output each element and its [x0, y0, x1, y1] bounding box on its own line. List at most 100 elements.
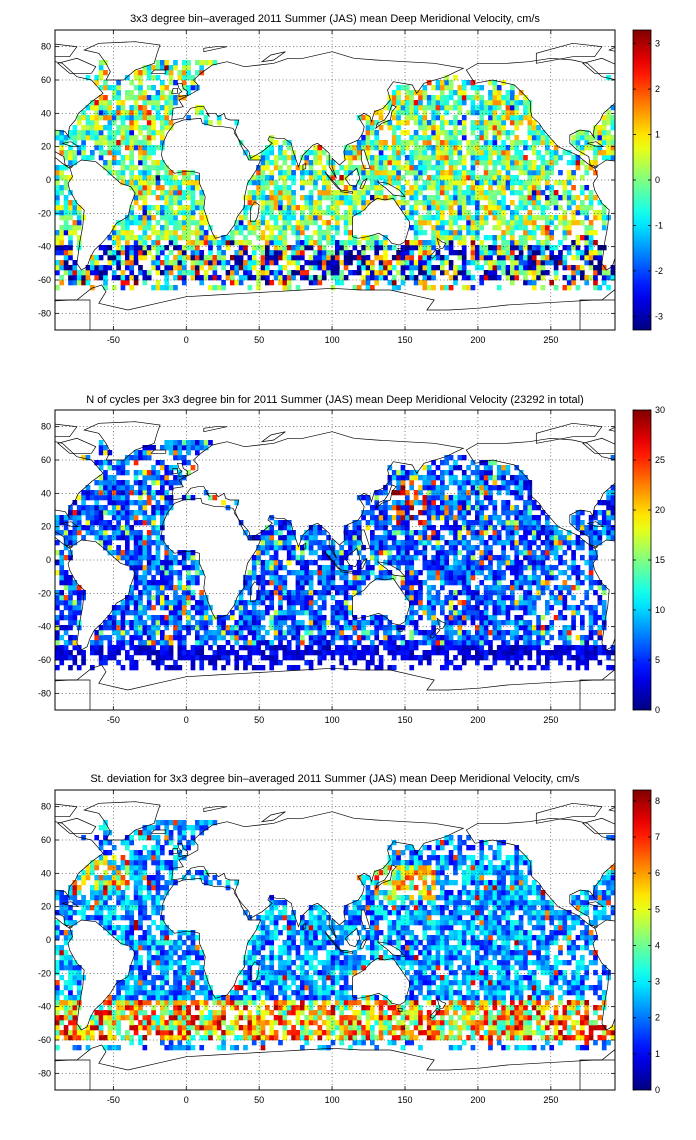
heatmap-cell	[295, 625, 301, 631]
heatmap-cell	[475, 570, 480, 576]
heatmap-cell	[448, 80, 454, 86]
heatmap-cell	[510, 190, 515, 196]
heatmap-cell	[160, 645, 165, 651]
heatmap-cell	[558, 610, 563, 616]
heatmap-cell	[448, 235, 454, 241]
heatmap-cell	[461, 95, 467, 101]
heatmap-cell	[212, 60, 218, 66]
heatmap-cell	[475, 95, 480, 101]
heatmap-cell	[256, 155, 261, 161]
heatmap-cell	[466, 615, 471, 621]
heatmap-cell	[313, 220, 318, 226]
heatmap-cell	[549, 260, 555, 266]
heatmap-cell	[116, 650, 121, 656]
heatmap-cell	[308, 210, 314, 216]
heatmap-cell	[273, 200, 279, 206]
heatmap-cell	[409, 650, 415, 656]
heatmap-cell	[190, 660, 196, 666]
heatmap-cell	[120, 270, 126, 276]
heatmap-cell	[492, 135, 498, 141]
heatmap-cell	[475, 150, 480, 156]
heatmap-cell	[435, 265, 441, 271]
heatmap-cell	[265, 580, 270, 586]
heatmap-cell	[81, 145, 86, 151]
heatmap-cell	[304, 200, 310, 206]
heatmap-cell	[492, 635, 498, 641]
heatmap-cell	[606, 275, 611, 281]
heatmap-cell	[343, 240, 349, 246]
heatmap-cell	[580, 145, 585, 151]
heatmap-cell	[234, 660, 240, 666]
heatmap-cell	[234, 280, 240, 286]
heatmap-cell	[566, 205, 572, 211]
heatmap-cell	[348, 580, 353, 586]
heatmap-cell	[475, 560, 480, 566]
heatmap-cell	[273, 155, 279, 161]
heatmap-cell	[505, 275, 511, 281]
heatmap-cell	[98, 245, 104, 251]
heatmap-cell	[291, 665, 296, 671]
heatmap-cell	[286, 170, 292, 176]
heatmap-cell	[260, 265, 266, 271]
heatmap-cell	[94, 645, 100, 651]
heatmap-cell	[151, 180, 156, 186]
heatmap-cell	[234, 605, 240, 611]
heatmap-cell	[523, 255, 528, 261]
heatmap-cell	[571, 240, 576, 246]
heatmap-cell	[168, 640, 174, 646]
heatmap-cell	[343, 260, 349, 266]
heatmap-cell	[606, 145, 611, 151]
heatmap-cell	[365, 285, 371, 291]
heatmap-cell	[387, 575, 393, 581]
heatmap-cell	[203, 630, 209, 636]
heatmap-cell	[286, 255, 292, 261]
colorbar-tick-label: -3	[655, 311, 663, 321]
heatmap-cell	[234, 620, 240, 626]
heatmap-cell	[308, 240, 314, 246]
heatmap-cell	[107, 545, 113, 551]
heatmap-cell	[212, 275, 218, 281]
heatmap-cell	[273, 160, 279, 166]
heatmap-cell	[151, 660, 156, 666]
heatmap-cell	[470, 610, 476, 616]
heatmap-cell	[457, 235, 463, 241]
heatmap-cell	[549, 655, 555, 661]
heatmap-cell	[440, 215, 445, 221]
heatmap-cell	[230, 230, 235, 236]
heatmap-cell	[518, 605, 524, 611]
heatmap-cell	[225, 625, 231, 631]
heatmap-cell	[553, 260, 559, 266]
heatmap-cell	[85, 280, 91, 286]
heatmap-cell	[260, 235, 266, 241]
heatmap-cell	[103, 115, 108, 121]
heatmap-cell	[68, 255, 73, 261]
heatmap-cell	[479, 560, 485, 566]
heatmap-cell	[103, 280, 108, 286]
heatmap-cell	[514, 160, 520, 166]
heatmap-cell	[133, 235, 139, 241]
heatmap-cell	[177, 195, 183, 201]
heatmap-cell	[457, 180, 463, 186]
heatmap-cell	[418, 100, 423, 106]
heatmap-cell	[63, 135, 69, 141]
heatmap-cell	[475, 195, 480, 201]
heatmap-cell	[63, 555, 69, 561]
heatmap-cell	[588, 165, 594, 171]
heatmap-cell	[566, 265, 572, 271]
heatmap-cell	[146, 215, 152, 221]
heatmap-cell	[256, 575, 261, 581]
heatmap-cell	[164, 100, 170, 106]
heatmap-cell	[426, 270, 432, 276]
heatmap-cell	[413, 600, 419, 606]
heatmap-cell	[190, 650, 196, 656]
heatmap-cell	[405, 160, 410, 166]
heatmap-cell	[370, 620, 375, 626]
heatmap-cell	[63, 585, 69, 591]
heatmap-cell	[221, 285, 226, 291]
heatmap-cell	[133, 545, 139, 551]
heatmap-cell	[365, 265, 371, 271]
heatmap-cell	[129, 115, 135, 121]
heatmap-cell	[531, 245, 537, 251]
heatmap-cell	[107, 130, 113, 136]
heatmap-cell	[146, 175, 152, 181]
